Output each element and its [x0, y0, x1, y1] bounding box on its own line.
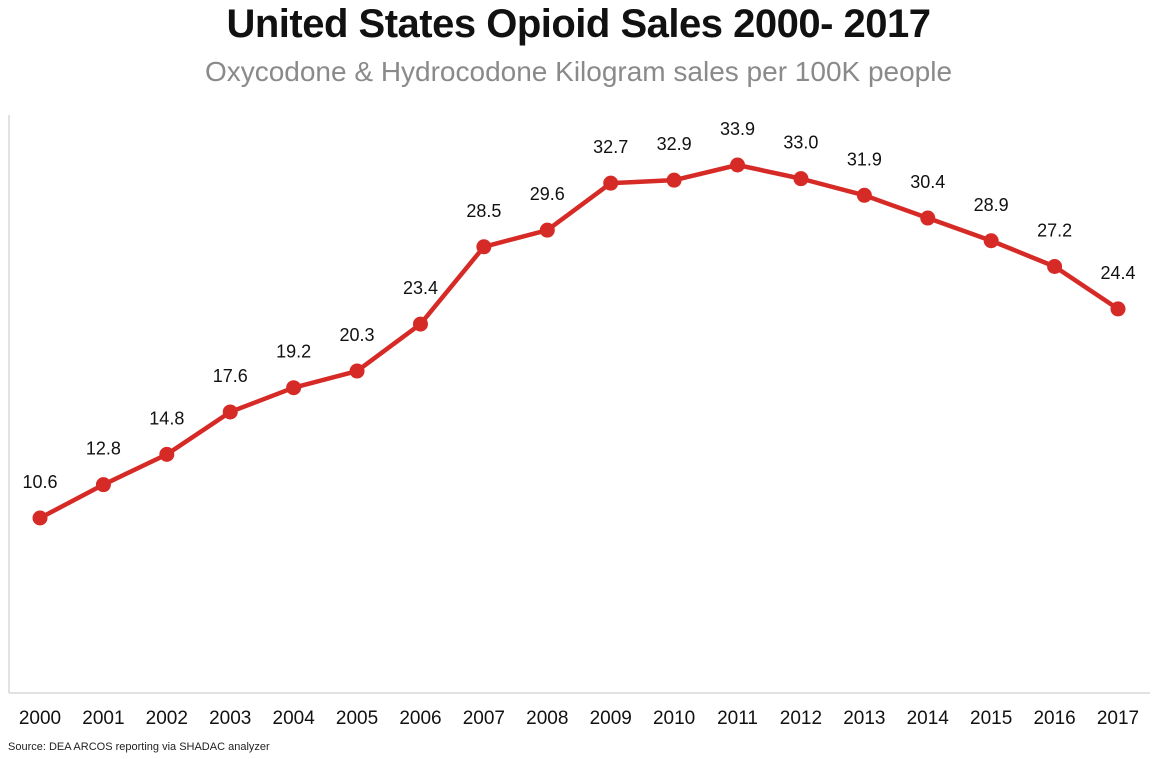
data-point	[730, 157, 746, 173]
x-tick-label: 2004	[273, 708, 316, 729]
data-point	[856, 187, 872, 203]
data-point	[222, 404, 238, 420]
data-point	[920, 210, 936, 226]
x-tick-label: 2016	[1033, 708, 1075, 729]
data-label: 24.4	[1100, 263, 1135, 283]
x-tick-label: 2010	[653, 708, 695, 729]
data-label: 30.4	[910, 172, 945, 192]
data-label: 29.6	[530, 184, 565, 204]
x-tick-label: 2001	[82, 708, 124, 729]
data-point	[666, 172, 682, 188]
data-point	[476, 239, 492, 255]
data-point	[603, 175, 619, 191]
line-chart: 2000 2001 2002 2003 2004 2005 2006 2007 2008 2009…	[8, 115, 1150, 729]
x-tick-label: 2009	[590, 708, 632, 729]
data-points	[32, 157, 1126, 526]
x-tick-labels: 2000 2001 2002 2003 2004 2005 2006 2007 2008 2009…	[19, 708, 1139, 729]
data-point	[159, 446, 175, 462]
data-label: 23.4	[403, 278, 438, 298]
data-label: 33.0	[783, 133, 818, 153]
data-label: 33.9	[720, 119, 755, 139]
x-tick-label: 2002	[146, 708, 188, 729]
x-tick-label: 2005	[336, 708, 378, 729]
chart-title: United States Opioid Sales 2000- 2017	[226, 2, 931, 46]
x-tick-label: 2011	[717, 708, 758, 729]
data-point	[32, 510, 48, 526]
x-tick-label: 2015	[970, 708, 1012, 729]
data-label: 27.2	[1037, 221, 1072, 241]
data-label: 32.9	[657, 134, 692, 154]
chart-subtitle: Oxycodone & Hydrocodone Kilogram sales p…	[204, 56, 953, 87]
x-tick-label: 2013	[843, 708, 885, 729]
data-label: 12.8	[86, 439, 121, 459]
data-label: 28.9	[974, 195, 1009, 215]
x-tick-label: 2003	[209, 708, 251, 729]
data-label: 19.2	[276, 342, 311, 362]
data-label: 17.6	[213, 366, 248, 386]
x-tick-label: 2014	[907, 708, 950, 729]
data-label: 28.5	[466, 201, 501, 221]
data-label: 31.9	[847, 149, 882, 169]
data-label: 14.8	[149, 408, 184, 428]
x-tick-label: 2000	[19, 708, 61, 729]
x-tick-label: 2008	[526, 708, 568, 729]
data-labels: 10.6 12.8 14.8 17.6 19.2 20.3 23.4 28.5 29.6 32.7…	[22, 119, 1135, 492]
data-point	[1047, 259, 1063, 275]
data-point	[539, 222, 555, 238]
data-point	[793, 171, 809, 187]
data-point	[983, 233, 999, 249]
data-label: 20.3	[340, 325, 375, 345]
x-tick-label: 2006	[399, 708, 441, 729]
data-point	[286, 380, 302, 396]
x-tick-label: 2012	[780, 708, 822, 729]
data-label: 10.6	[22, 472, 57, 492]
data-label: 32.7	[593, 137, 628, 157]
data-point	[349, 363, 365, 379]
data-point	[412, 316, 428, 332]
source-note: Source: DEA ARCOS reporting via SHADAC a…	[8, 741, 270, 753]
x-tick-label: 2007	[463, 708, 505, 729]
series-line	[37, 162, 1121, 521]
data-point	[1110, 301, 1126, 317]
data-point	[95, 477, 111, 493]
x-tick-label: 2017	[1097, 708, 1139, 729]
